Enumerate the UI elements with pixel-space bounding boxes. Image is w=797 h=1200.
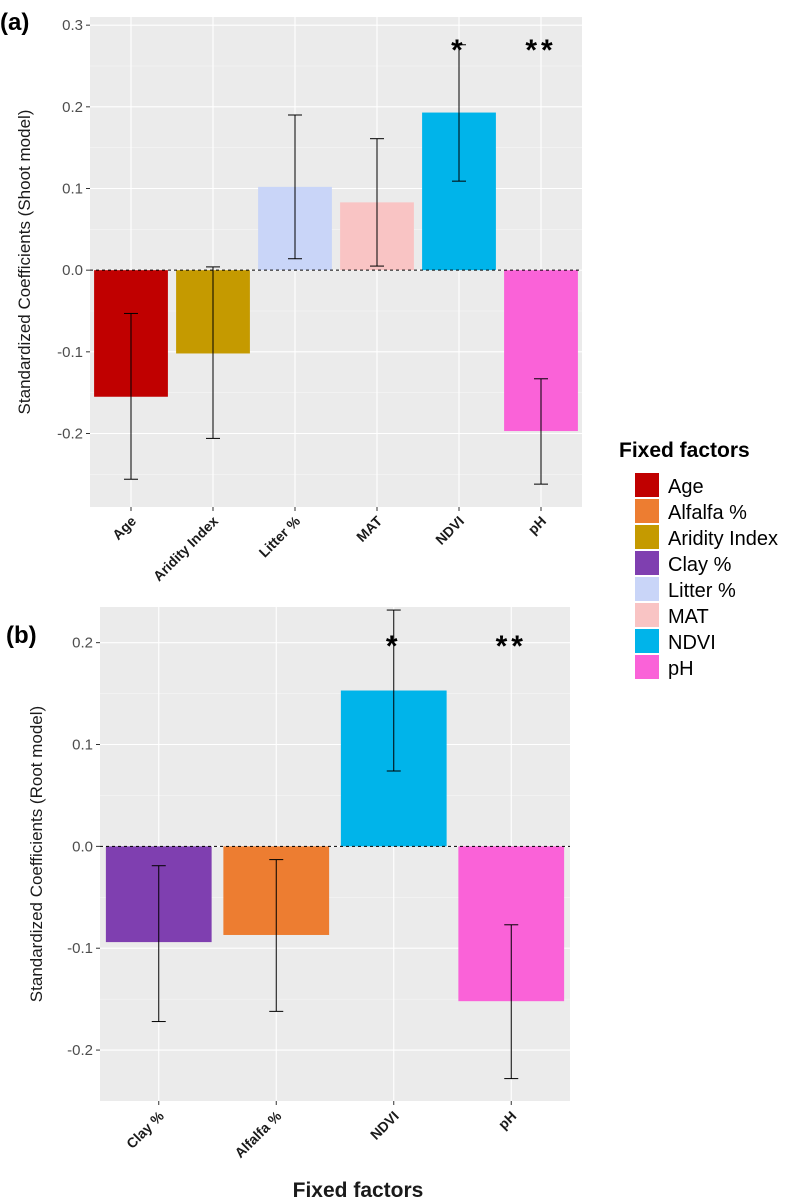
significance-marker: * [386,630,402,663]
panel-label: (b) [6,622,37,649]
legend-item-aridity-index: Aridity Index [635,525,778,550]
legend: Fixed factors Age Alfalfa % Aridity Index C… [619,439,778,680]
x-tick-label: pH [495,1108,520,1133]
legend-label: Clay % [668,554,732,576]
x-tick-label: Aridity Index [150,513,221,584]
error-bar [269,859,284,1012]
y-tick-label: 0.0 [62,262,83,279]
y-tick-label: 0.2 [62,99,83,116]
y-tick-label: -0.2 [67,1042,93,1059]
legend-item-age: Age [635,473,704,498]
error-bar [151,865,166,1023]
x-tick-label: MAT [353,512,385,544]
y-tick-label: 0.2 [72,635,93,652]
legend-label: Aridity Index [668,528,778,550]
y-tick-label: -0.1 [67,940,93,957]
legend-swatch [635,629,659,653]
error-bar [386,609,401,772]
y-axis-label: Standardized Coefficients (Shoot model) [15,110,34,415]
legend-swatch [635,577,659,601]
significance-marker: ** [496,630,527,663]
x-axis-title: Fixed factors [293,1179,424,1200]
panel-b-root-model: -0.2-0.10.00.10.2 * **Clay % Alfalfa % NDVI p… [6,607,570,1161]
legend-item-clay: Clay % [635,551,732,576]
x-tick-label: Litter % [256,512,304,560]
error-bar [452,44,466,182]
significance-marker: ** [525,34,556,67]
legend-label: MAT [668,606,709,628]
y-tick-label: 0.1 [72,737,93,754]
legend-label: Alfalfa % [668,502,747,524]
legend-label: Age [668,476,704,498]
legend-item-alfalfa: Alfalfa % [635,499,747,524]
x-tick-label: Clay % [123,1107,167,1151]
error-bar [124,312,138,480]
y-axis-label: Standardized Coefficients (Root model) [27,706,46,1002]
error-bar [206,266,220,439]
error-bar [534,378,548,485]
legend-item-mat: MAT [635,603,709,628]
panel-a-shoot-model: -0.2-0.10.00.10.20.3* **Age Aridity Index L… [0,9,582,584]
error-bar [288,114,302,260]
legend-label: pH [668,658,694,680]
legend-title: Fixed factors [619,439,750,462]
significance-marker: * [451,34,467,67]
legend-item-litter: Litter % [635,577,736,602]
error-bar [370,138,384,267]
y-tick-label: 0.1 [62,181,83,198]
legend-swatch [635,473,659,497]
legend-label: Litter % [668,580,736,602]
x-tick-label: pH [525,513,550,538]
plot-background [90,17,582,507]
x-tick-label: NDVI [432,513,467,548]
legend-swatch [635,655,659,679]
legend-swatch [635,525,659,549]
legend-label: NDVI [668,632,716,654]
legend-swatch [635,551,659,575]
y-tick-label: 0.0 [72,838,93,855]
legend-swatch [635,499,659,523]
legend-swatch [635,603,659,627]
y-tick-label: -0.1 [57,344,83,361]
y-tick-label: -0.2 [57,426,83,443]
panel-label: (a) [0,9,29,36]
error-bar [504,924,519,1080]
y-tick-label: 0.3 [62,17,83,34]
x-tick-label: Alfalfa % [231,1107,285,1161]
legend-item-ndvi: NDVI [635,629,716,654]
legend-item-ph: pH [635,655,694,680]
x-tick-label: NDVI [367,1108,402,1143]
x-tick-label: Age [109,513,139,543]
